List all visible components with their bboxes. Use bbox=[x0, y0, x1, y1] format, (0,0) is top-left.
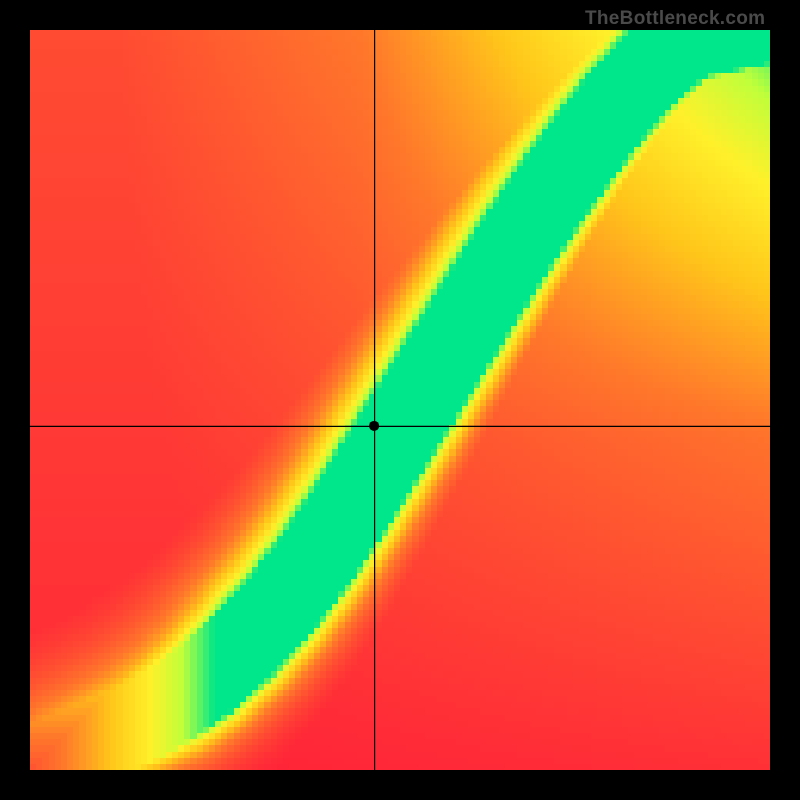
watermark-text: TheBottleneck.com bbox=[585, 8, 765, 30]
chart-container: TheBottleneck.com bbox=[0, 0, 800, 800]
bottleneck-heatmap bbox=[30, 30, 770, 770]
